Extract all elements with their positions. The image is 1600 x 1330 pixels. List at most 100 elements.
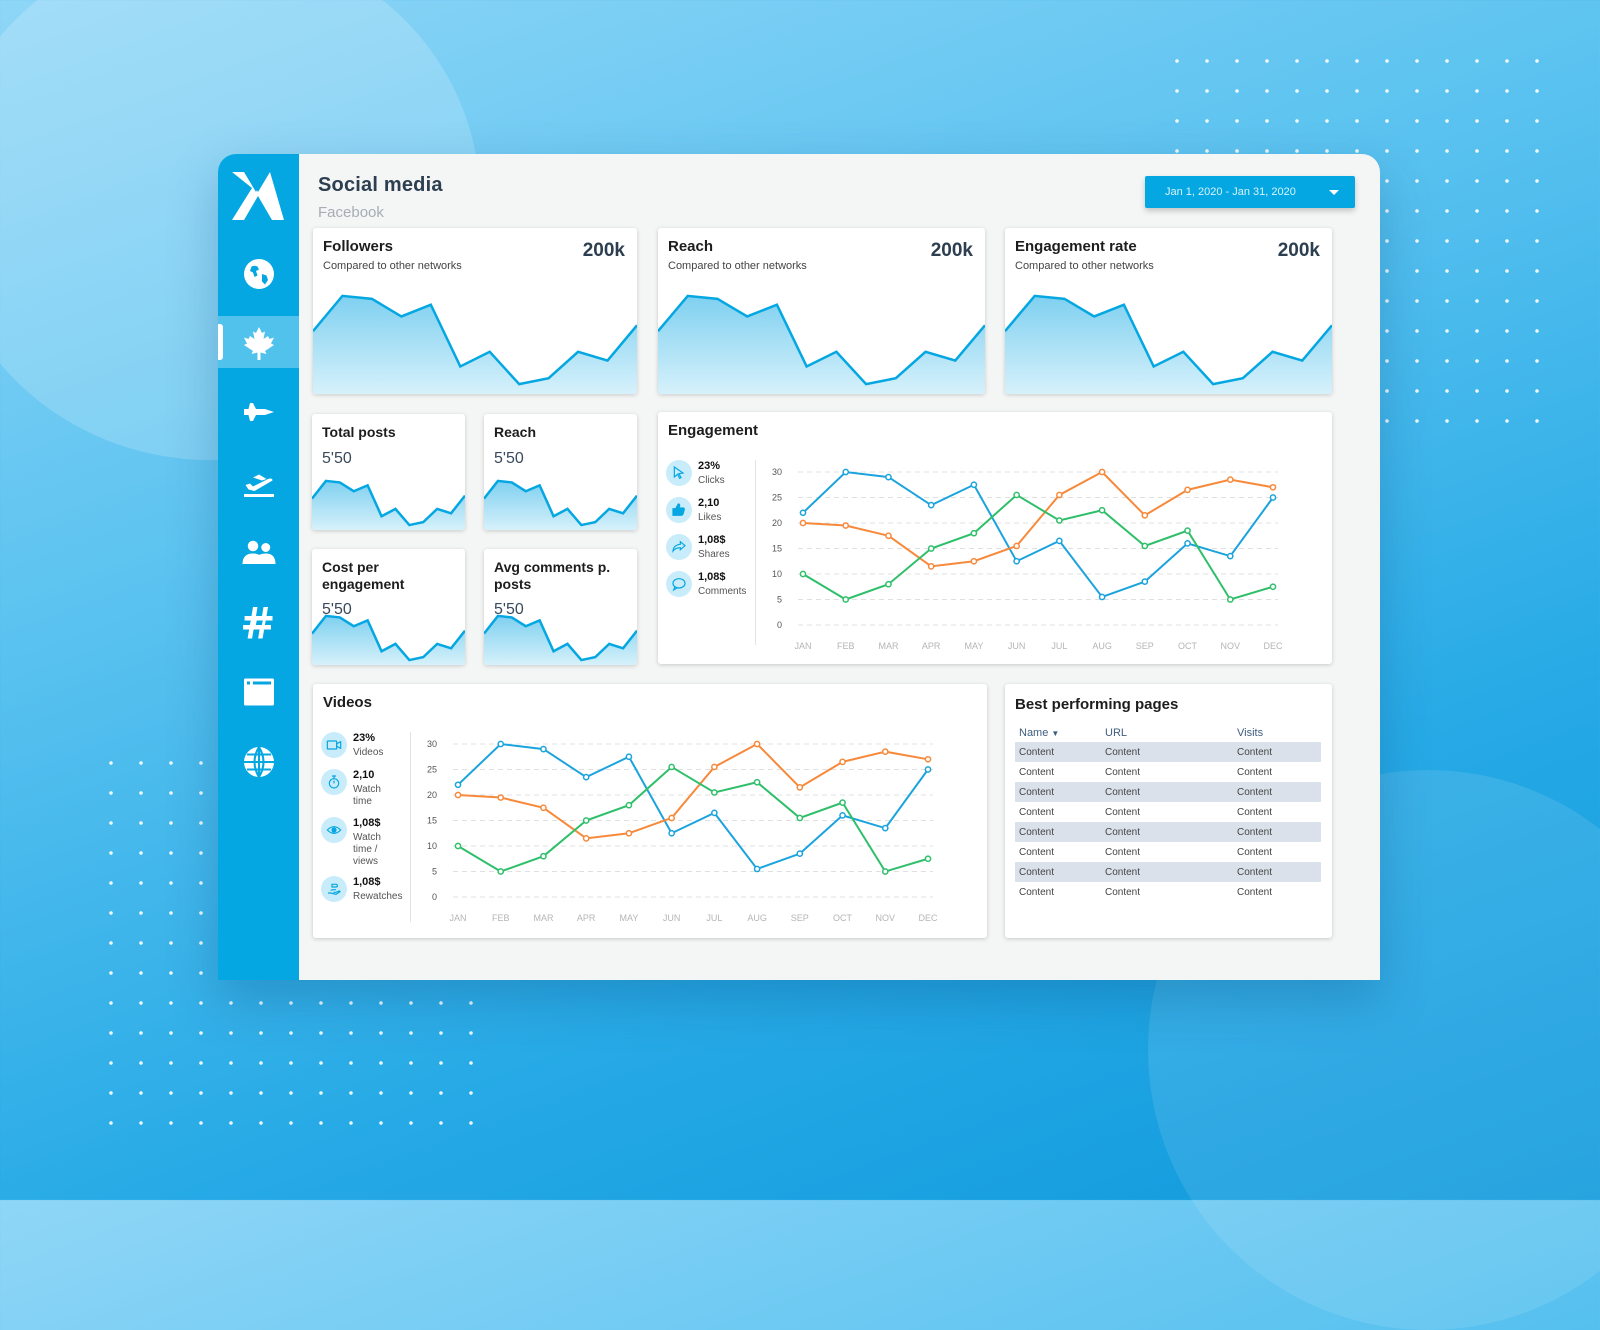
table-cell: Content bbox=[1101, 822, 1233, 842]
kpi-title: Reach bbox=[494, 424, 537, 440]
thumbs-up-icon bbox=[672, 503, 685, 516]
table-row[interactable]: Content Content Content bbox=[1015, 802, 1321, 822]
sidebar-item-canada[interactable] bbox=[218, 316, 299, 368]
svg-text:MAR: MAR bbox=[533, 913, 554, 923]
maple-leaf-icon bbox=[243, 327, 274, 360]
area-sparkline bbox=[312, 611, 465, 665]
table-row[interactable]: Content Content Content bbox=[1015, 742, 1321, 762]
area-sparkline bbox=[313, 286, 637, 394]
legend-item-likes: 2,10 Likes bbox=[666, 497, 721, 524]
videos-card: Videos 23% Videos 2,10 Watch time 1,08$ Wat… bbox=[313, 684, 987, 938]
sidebar-item-departures[interactable] bbox=[218, 456, 299, 508]
table-cell: Content bbox=[1019, 886, 1055, 898]
table-cell: Content bbox=[1105, 766, 1141, 778]
dashboard-window: Social media Facebook Jan 1, 2020 - Jan … bbox=[218, 154, 1380, 980]
card-title: Videos bbox=[323, 694, 372, 711]
legend-label: Rewatches bbox=[353, 891, 403, 902]
legend-label: Videos bbox=[353, 747, 384, 758]
legend-item-rewatches: 1,08$ Rewatches bbox=[321, 876, 403, 903]
kpi-subtitle: Compared to other networks bbox=[1015, 260, 1154, 272]
table-cell: Content bbox=[1015, 782, 1101, 802]
legend-value: 23% bbox=[698, 460, 721, 472]
kpi-title: Reach bbox=[668, 238, 714, 255]
sidebar-item-global[interactable] bbox=[218, 736, 299, 788]
sidebar-item-hashtags[interactable] bbox=[218, 596, 299, 648]
kpi-subtitle: Compared to other networks bbox=[668, 260, 807, 272]
table-cell: Content bbox=[1233, 782, 1321, 802]
svg-text:AUG: AUG bbox=[747, 913, 767, 923]
svg-text:0: 0 bbox=[777, 620, 782, 630]
kpi-value: 5'50 bbox=[494, 450, 524, 467]
table-cell: Content bbox=[1237, 886, 1273, 898]
svg-text:DEC: DEC bbox=[1263, 641, 1283, 651]
users-icon bbox=[242, 540, 275, 564]
video-camera-icon bbox=[326, 740, 342, 750]
column-header-url[interactable]: URL bbox=[1105, 727, 1128, 739]
table-cell: Content bbox=[1233, 862, 1321, 882]
table-row[interactable]: Content Content Content bbox=[1015, 822, 1321, 842]
date-range-label: Jan 1, 2020 - Jan 31, 2020 bbox=[1165, 186, 1296, 198]
kpi-title: Engagement rate bbox=[1015, 238, 1137, 255]
legend-value: 1,08$ bbox=[353, 876, 381, 888]
table-cell: Content bbox=[1105, 886, 1141, 898]
hand-icon bbox=[328, 883, 341, 895]
legend-value: 2,10 bbox=[353, 769, 375, 781]
svg-text:SEP: SEP bbox=[791, 913, 809, 923]
svg-text:JUL: JUL bbox=[1051, 641, 1067, 651]
table-row[interactable]: Content Content Content bbox=[1015, 862, 1321, 882]
area-sparkline bbox=[484, 611, 637, 665]
svg-text:FEB: FEB bbox=[837, 641, 855, 651]
table-cell: Content bbox=[1237, 806, 1273, 818]
globe-icon bbox=[243, 746, 274, 778]
sidebar-item-users[interactable] bbox=[218, 526, 299, 578]
videos-line-chart: 0 5 10 15 20 25 30 JAN FEB MAR APR MAY JUN JUL AUG SEP O… bbox=[427, 739, 938, 923]
best-pages-card: Best performing pages Name ▼ URL Visits … bbox=[1005, 684, 1332, 938]
svg-text:5: 5 bbox=[777, 595, 782, 605]
cursor-icon bbox=[673, 465, 685, 480]
column-header-name[interactable]: Name ▼ bbox=[1015, 724, 1101, 742]
kpi-card-reach: Reach Compared to other networks 200k bbox=[658, 228, 985, 394]
svg-text:0: 0 bbox=[432, 892, 437, 902]
kpi-card-reach-small: Reach 5'50 bbox=[484, 414, 637, 530]
card-title: Engagement bbox=[668, 422, 759, 439]
svg-text:MAR: MAR bbox=[878, 641, 899, 651]
svg-text:AUG: AUG bbox=[1092, 641, 1112, 651]
svg-text:NOV: NOV bbox=[876, 913, 896, 923]
legend-item-watch-time: 2,10 Watch time bbox=[321, 769, 393, 808]
kpi-value: 5'50 bbox=[322, 601, 352, 618]
legend-value: 23% bbox=[353, 732, 376, 744]
sidebar bbox=[218, 154, 299, 980]
legend-label: Watch time bbox=[353, 784, 381, 807]
share-icon bbox=[672, 540, 686, 553]
plane-departure-icon bbox=[243, 474, 274, 497]
table-row[interactable]: Content Content Content bbox=[1015, 762, 1321, 782]
sidebar-item-military[interactable] bbox=[218, 386, 299, 438]
svg-text:15: 15 bbox=[427, 816, 437, 826]
svg-text:OCT: OCT bbox=[833, 913, 853, 923]
kpi-card-cost-per-engagement: Cost per engagement 5'50 bbox=[312, 549, 465, 665]
kpi-card-avg-comments: Avg comments p. posts 5'50 bbox=[484, 549, 637, 665]
table-cell: Content bbox=[1101, 742, 1233, 762]
sidebar-item-web[interactable] bbox=[218, 666, 299, 718]
stopwatch-icon bbox=[328, 775, 340, 789]
svg-text:MAY: MAY bbox=[964, 641, 983, 651]
svg-text:JUN: JUN bbox=[663, 913, 681, 923]
svg-text:5: 5 bbox=[432, 867, 437, 877]
column-header-visits[interactable]: Visits bbox=[1237, 727, 1264, 739]
svg-text:15: 15 bbox=[772, 544, 782, 554]
kpi-value: 200k bbox=[582, 240, 625, 261]
sidebar-item-world[interactable] bbox=[218, 248, 299, 300]
kpi-value: 200k bbox=[930, 240, 973, 261]
svg-text:OCT: OCT bbox=[1178, 641, 1198, 651]
table-row[interactable]: Content Content Content bbox=[1015, 782, 1321, 802]
table-row[interactable]: Content Content Content bbox=[1015, 882, 1321, 902]
kpi-title: Followers bbox=[323, 238, 394, 255]
date-range-dropdown[interactable]: Jan 1, 2020 - Jan 31, 2020 bbox=[1145, 176, 1355, 208]
svg-text:NOV: NOV bbox=[1221, 641, 1241, 651]
table-row[interactable]: Content Content Content bbox=[1015, 842, 1321, 862]
legend-label: Clicks bbox=[698, 475, 725, 486]
legend-item-watch-time-views: 1,08$ Watch time / views bbox=[321, 817, 393, 868]
divider bbox=[410, 732, 411, 922]
svg-text:30: 30 bbox=[772, 467, 782, 477]
page-title: Social media bbox=[318, 174, 443, 196]
